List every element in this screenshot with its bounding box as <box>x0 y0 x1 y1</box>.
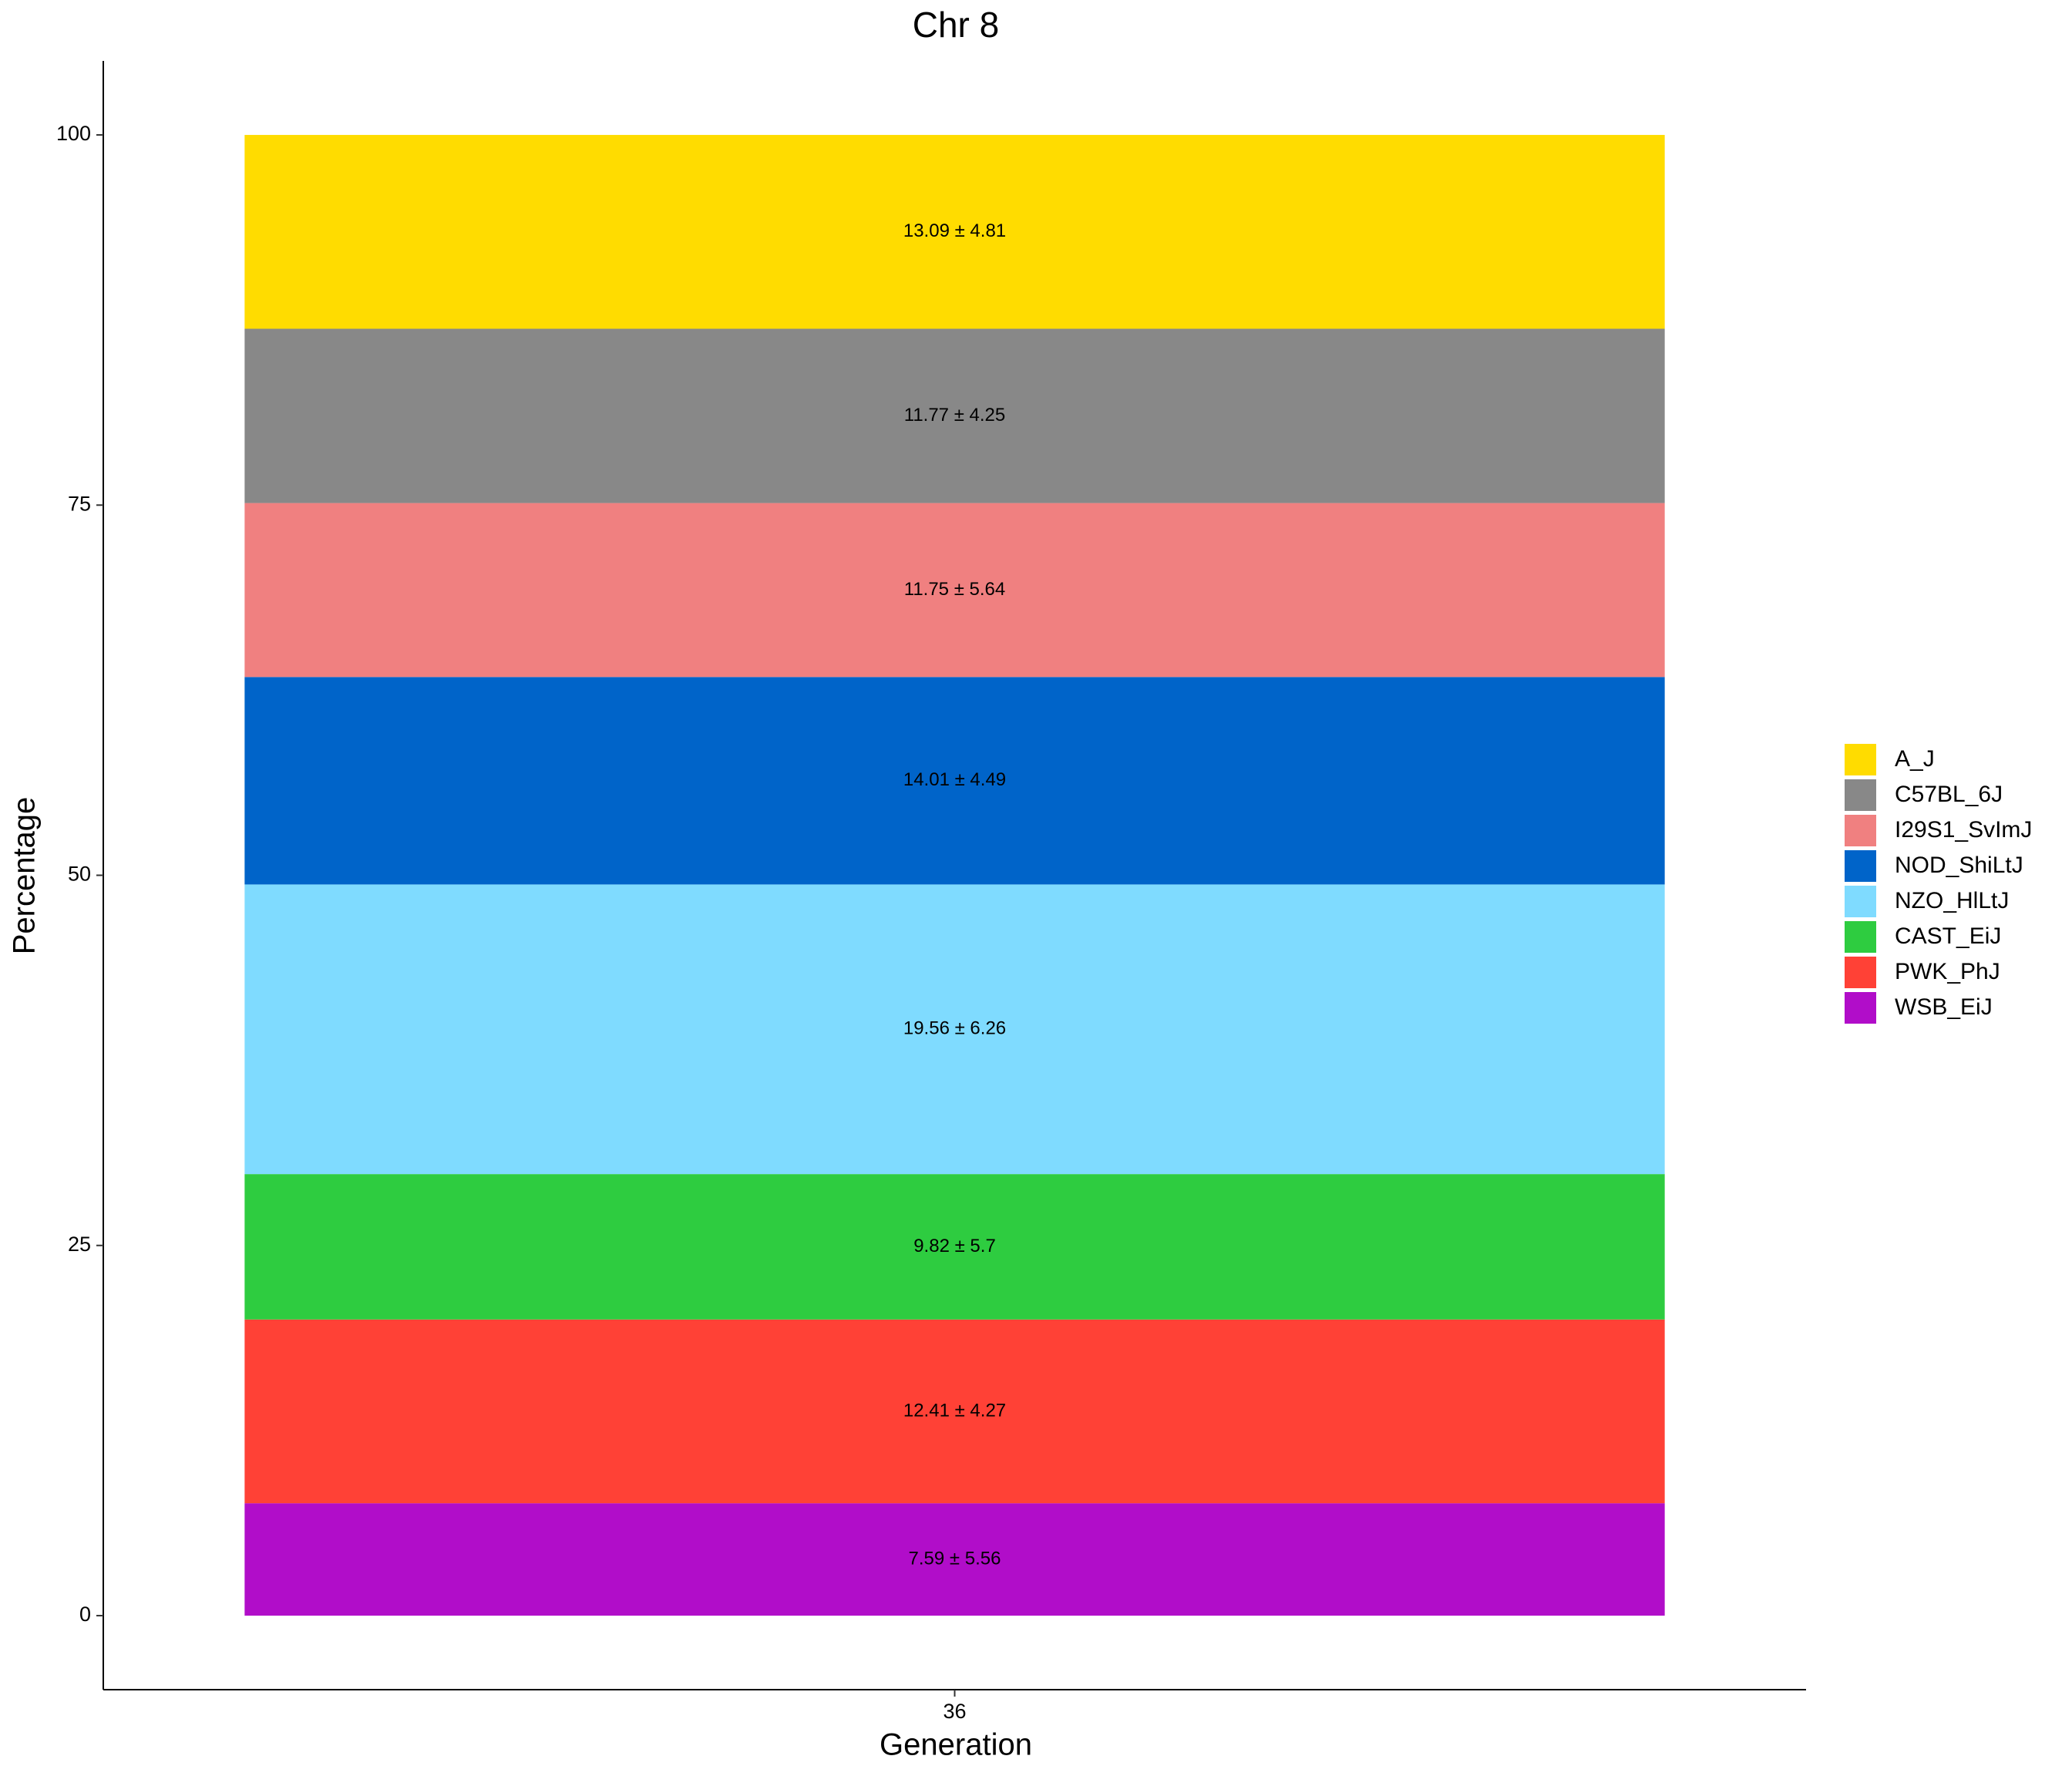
chart-title: Chr 8 <box>913 5 999 45</box>
value-label: 14.01 ± 4.49 <box>903 769 1006 790</box>
legend-label: WSB_EiJ <box>1895 994 1993 1020</box>
legend-key <box>1845 815 1876 846</box>
y-tick-label: 100 <box>56 122 91 145</box>
legend-key <box>1845 886 1876 917</box>
legend-key <box>1845 992 1876 1024</box>
y-tick-label: 0 <box>79 1603 91 1626</box>
legend-label: A_J <box>1895 746 1935 772</box>
legend-key <box>1845 779 1876 811</box>
legend-label: C57BL_6J <box>1895 782 2003 807</box>
bar-segment <box>244 1319 1665 1504</box>
y-axis-title: Percentage <box>8 797 42 955</box>
value-label: 13.09 ± 4.81 <box>903 220 1006 241</box>
legend-key <box>1845 850 1876 882</box>
value-label: 11.75 ± 5.64 <box>904 579 1006 600</box>
legend-key <box>1845 921 1876 953</box>
legend-label: NZO_HlLtJ <box>1895 888 2009 913</box>
y-tick-label: 25 <box>68 1233 91 1256</box>
value-label: 12.41 ± 4.27 <box>903 1400 1006 1421</box>
value-label: 9.82 ± 5.7 <box>913 1236 996 1256</box>
value-label: 19.56 ± 6.26 <box>903 1018 1006 1039</box>
legend-key <box>1845 744 1876 775</box>
legend-key <box>1845 957 1876 988</box>
y-tick-label: 75 <box>68 492 91 515</box>
legend-label: I29S1_SvImJ <box>1895 817 2032 843</box>
legend-label: NOD_ShiLtJ <box>1895 853 2023 878</box>
bar-segment <box>244 503 1665 678</box>
y-tick-label: 50 <box>68 863 91 886</box>
x-tick-label: 36 <box>943 1700 966 1723</box>
x-axis-title: Generation <box>880 1728 1032 1762</box>
value-label: 11.77 ± 4.25 <box>904 405 1006 426</box>
legend-label: CAST_EiJ <box>1895 923 2001 949</box>
bar-segment <box>244 1503 1665 1616</box>
legend-label: PWK_PhJ <box>1895 959 2000 984</box>
value-label: 7.59 ± 5.56 <box>909 1548 1001 1569</box>
bar-segment <box>244 884 1665 1175</box>
bar-segment <box>244 135 1665 329</box>
bar-segment <box>244 328 1665 503</box>
bar-segment <box>244 1174 1665 1320</box>
bar-segment <box>244 677 1665 885</box>
